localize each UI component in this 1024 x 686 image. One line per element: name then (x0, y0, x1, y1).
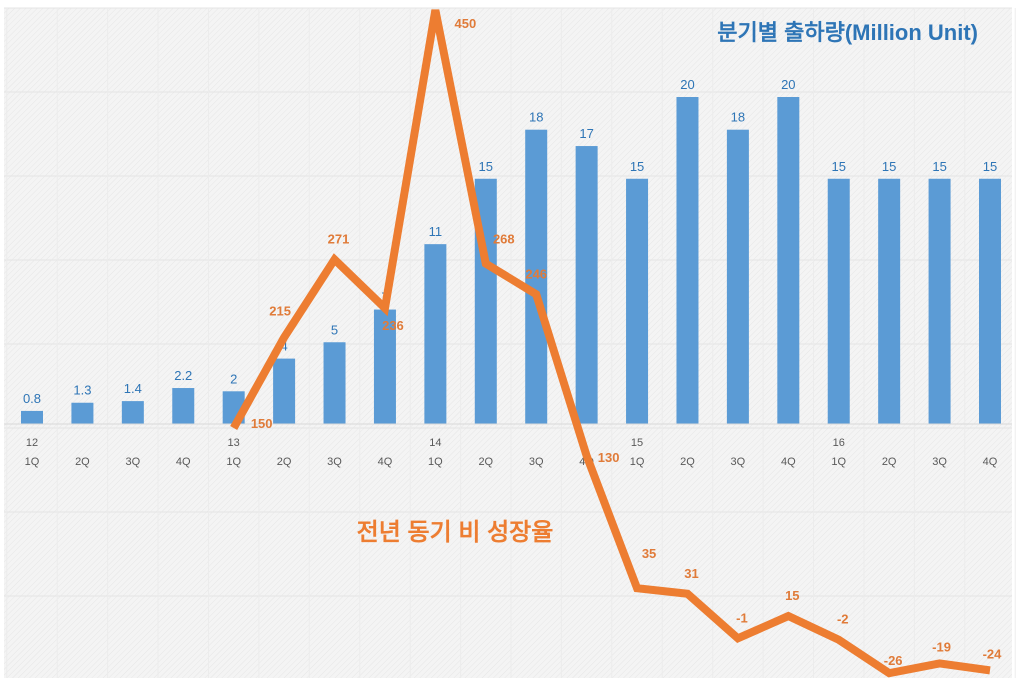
bar-data-label: 20 (781, 77, 795, 92)
quarter-tick-label: 4Q (378, 456, 393, 468)
line-data-label: 130 (598, 450, 620, 465)
bar (979, 178, 1001, 424)
quarter-tick-label: 3Q (529, 456, 544, 468)
bar-data-label: 15 (882, 159, 896, 174)
quarter-tick-label: 4Q (983, 456, 998, 468)
year-tick-label: 13 (228, 437, 240, 449)
line-data-label: 268 (493, 232, 515, 247)
line-data-label: 31 (684, 566, 698, 581)
quarter-tick-label: 3Q (932, 456, 947, 468)
bar (726, 129, 749, 424)
bar-data-label: 1.3 (73, 383, 91, 398)
bar-data-label: 15 (983, 159, 997, 174)
line-data-label: -1 (736, 610, 748, 625)
quarter-tick-label: 3Q (327, 456, 342, 468)
quarter-tick-label: 4Q (781, 456, 796, 468)
bar-data-label: 15 (630, 159, 644, 174)
bar (424, 244, 447, 424)
plot-area (4, 8, 1012, 678)
quarter-tick-label: 2Q (277, 456, 292, 468)
line-series (230, 9, 991, 678)
quarter-tick-label: 1Q (630, 456, 645, 468)
line-data-label: -24 (983, 646, 1003, 661)
quarter-tick-label: 2Q (75, 456, 90, 468)
bar (525, 129, 548, 424)
quarter-tick-label: 1Q (226, 456, 241, 468)
bar (323, 342, 346, 424)
bar-data-label: 1.4 (124, 381, 142, 396)
bar (172, 388, 195, 424)
bar-data-label: 18 (529, 110, 543, 125)
bar (575, 146, 598, 425)
bar (121, 401, 144, 424)
bar-data-label: 20 (680, 77, 694, 92)
line-data-label: 246 (525, 266, 547, 281)
quarter-tick-label: 1Q (831, 456, 846, 468)
bar (878, 178, 901, 424)
line-data-label: -2 (837, 612, 849, 627)
chart-title: 분기별 출하량(Million Unit) (717, 20, 978, 45)
growth-line: 1502152712364502682461303531-115-2-26-19… (230, 9, 1003, 678)
line-data-label: 215 (269, 303, 291, 318)
bar (373, 309, 396, 424)
line-data-label: 150 (251, 416, 273, 431)
bar-data-label: 4 (280, 339, 287, 354)
year-tick-label: 15 (631, 437, 643, 449)
bar-data-label: 0.8 (23, 391, 41, 406)
quarter-tick-label: 3Q (125, 456, 140, 468)
bar (21, 410, 43, 424)
year-tick-label: 14 (429, 437, 441, 449)
quarter-tick-label: 1Q (428, 456, 443, 468)
bar (273, 358, 296, 424)
bar (71, 402, 94, 424)
line-data-label: 236 (382, 318, 404, 333)
bar (777, 97, 800, 424)
quarter-tick-label: 2Q (680, 456, 695, 468)
line-title: 전년 동기 비 성장율 (357, 519, 554, 546)
year-tick-label: 12 (26, 437, 38, 449)
line-data-label: -26 (884, 653, 903, 668)
bar (676, 97, 699, 424)
line-data-label: -19 (932, 639, 951, 654)
bar-data-label: 15 (932, 159, 946, 174)
quarter-tick-label: 3Q (731, 456, 746, 468)
quarter-tick-label: 1Q (25, 456, 40, 468)
line-data-label: 271 (328, 231, 350, 246)
line-data-label: 450 (455, 16, 477, 31)
bar-data-label: 15 (479, 159, 493, 174)
bar (928, 178, 951, 424)
quarter-tick-label: 2Q (882, 456, 897, 468)
bar-data-label: 11 (429, 224, 443, 239)
year-tick-label: 16 (833, 437, 845, 449)
bar-data-label: 15 (832, 159, 846, 174)
bar (626, 178, 649, 424)
line-data-label: 15 (785, 588, 799, 603)
gridlines (4, 7, 1016, 678)
bar-data-label: 17 (579, 126, 593, 141)
quarter-tick-label: 4Q (176, 456, 191, 468)
bar-data-label: 18 (731, 110, 745, 125)
bar-data-label: 5 (331, 322, 338, 337)
quarter-tick-label: 2Q (478, 456, 493, 468)
bar-data-label: 2 (230, 371, 237, 386)
bar (827, 178, 850, 424)
line-data-label: 35 (642, 546, 656, 561)
bar-data-label: 2.2 (174, 368, 192, 383)
